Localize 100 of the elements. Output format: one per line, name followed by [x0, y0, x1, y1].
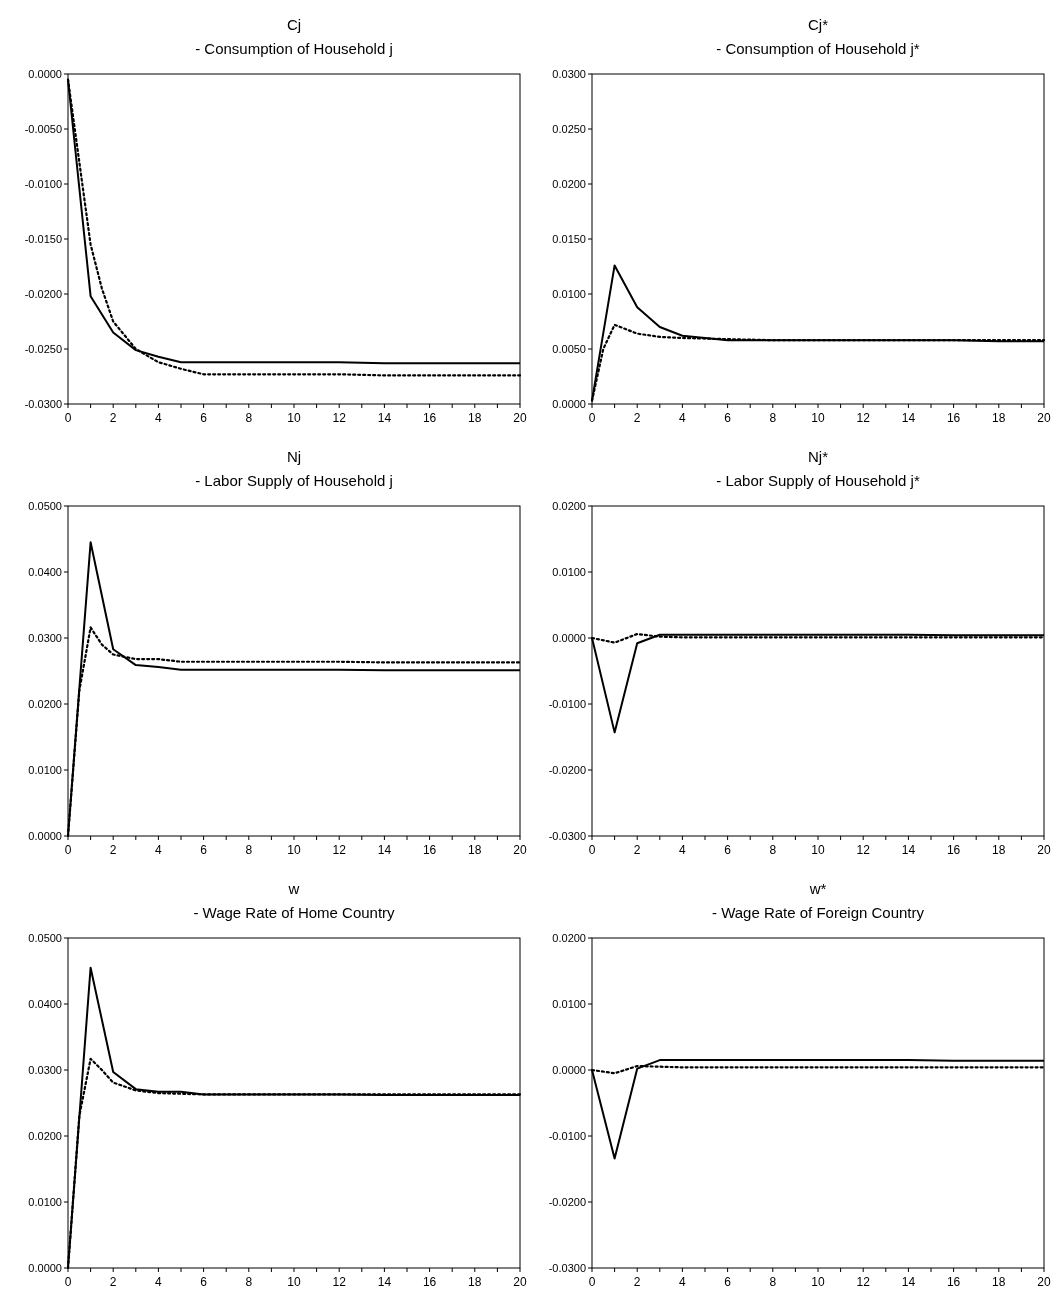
x-tick-label: 16 — [946, 1275, 961, 1289]
x-tick-label: 10 — [287, 411, 301, 425]
x-tick-label: 4 — [155, 843, 163, 857]
y-tick-label: 0.0250 — [552, 122, 586, 135]
y-tick-label: 0.0400 — [28, 997, 62, 1010]
x-tick-label: 10 — [811, 1275, 825, 1289]
y-tick-label: 0.0000 — [552, 1063, 586, 1076]
x-tick-label: 0 — [588, 1275, 596, 1289]
x-tick-label: 14 — [901, 411, 916, 425]
x-tick-label: 0 — [64, 843, 72, 857]
x-tick-label: 4 — [679, 1275, 687, 1289]
x-tick-label: 16 — [946, 411, 961, 425]
x-tick-label: 6 — [200, 843, 208, 857]
y-tick-label: 0.0200 — [552, 499, 586, 512]
y-tick-label: 0.0100 — [28, 1195, 62, 1208]
y-tick-label: 0.0000 — [28, 1261, 62, 1274]
y-tick-label: -0.0300 — [548, 1261, 586, 1274]
chart-title: w — [287, 880, 300, 897]
chart-subtitle: - Wage Rate of Foreign Country — [711, 904, 925, 921]
x-tick-label: 2 — [633, 843, 641, 857]
x-tick-label: 14 — [377, 843, 392, 857]
x-tick-label: 18 — [468, 843, 482, 857]
y-tick-label: 0.0100 — [552, 565, 586, 578]
x-tick-label: 12 — [332, 1275, 347, 1289]
x-tick-label: 2 — [633, 411, 641, 425]
chart-subtitle: - Consumption of Household j* — [716, 40, 920, 57]
y-tick-label: -0.0150 — [24, 232, 62, 245]
y-tick-label: 0.0200 — [28, 1129, 62, 1142]
x-tick-label: 14 — [901, 843, 916, 857]
y-tick-label: 0.0300 — [28, 631, 62, 644]
x-tick-label: 0 — [588, 411, 596, 425]
chart-subtitle: - Consumption of Household j — [195, 40, 393, 57]
x-tick-label: 2 — [109, 411, 117, 425]
chart-title: Nj* — [807, 448, 829, 465]
x-tick-label: 14 — [377, 1275, 392, 1289]
x-tick-label: 2 — [109, 843, 117, 857]
x-tick-label: 18 — [992, 411, 1006, 425]
x-tick-label: 6 — [200, 411, 208, 425]
x-tick-label: 20 — [1037, 843, 1051, 857]
x-tick-label: 20 — [1037, 1275, 1051, 1289]
x-tick-label: 10 — [287, 843, 301, 857]
x-tick-label: 6 — [200, 1275, 208, 1289]
x-tick-label: 4 — [155, 1275, 163, 1289]
chart-title: Nj — [286, 448, 302, 465]
x-tick-label: 20 — [1037, 411, 1051, 425]
x-tick-label: 10 — [811, 843, 825, 857]
x-tick-label: 14 — [901, 1275, 916, 1289]
y-tick-label: -0.0050 — [24, 122, 62, 135]
chart-title: Cj — [286, 16, 302, 33]
x-tick-label: 2 — [109, 1275, 117, 1289]
y-tick-label: 0.0100 — [28, 763, 62, 776]
x-tick-label: 12 — [856, 1275, 871, 1289]
y-tick-label: 0.0300 — [552, 67, 586, 80]
y-tick-label: 0.0200 — [28, 697, 62, 710]
x-tick-label: 12 — [856, 843, 871, 857]
y-tick-label: -0.0100 — [24, 177, 62, 190]
y-tick-label: 0.0000 — [28, 67, 62, 80]
x-tick-label: 6 — [724, 1275, 732, 1289]
x-tick-label: 6 — [724, 411, 732, 425]
y-tick-label: 0.0000 — [28, 829, 62, 842]
y-tick-label: 0.0000 — [552, 397, 586, 410]
x-tick-label: 0 — [588, 843, 596, 857]
x-tick-label: 16 — [422, 411, 437, 425]
x-tick-label: 8 — [769, 411, 777, 425]
x-tick-label: 8 — [769, 1275, 777, 1289]
x-tick-label: 0 — [64, 1275, 72, 1289]
x-tick-label: 18 — [468, 1275, 482, 1289]
y-tick-label: -0.0100 — [548, 697, 586, 710]
x-tick-label: 12 — [332, 843, 347, 857]
y-tick-label: 0.0150 — [552, 232, 586, 245]
y-tick-label: -0.0200 — [548, 1195, 586, 1208]
y-tick-label: 0.0300 — [28, 1063, 62, 1076]
x-tick-label: 8 — [769, 843, 777, 857]
x-tick-label: 14 — [377, 411, 392, 425]
y-tick-label: 0.0400 — [28, 565, 62, 578]
x-tick-label: 20 — [513, 411, 527, 425]
x-tick-label: 4 — [679, 411, 687, 425]
x-tick-label: 12 — [856, 411, 871, 425]
y-tick-label: 0.0000 — [552, 631, 586, 644]
y-tick-label: 0.0100 — [552, 997, 586, 1010]
chart-subtitle: - Labor Supply of Household j — [195, 472, 393, 489]
x-tick-label: 18 — [992, 1275, 1006, 1289]
x-tick-label: 8 — [245, 411, 253, 425]
x-tick-label: 10 — [811, 411, 825, 425]
y-tick-label: 0.0200 — [552, 177, 586, 190]
y-tick-label: 0.0500 — [28, 499, 62, 512]
chart-subtitle: - Wage Rate of Home Country — [193, 904, 396, 921]
x-tick-label: 8 — [245, 1275, 253, 1289]
chart-subtitle: - Labor Supply of Household j* — [716, 472, 920, 489]
y-tick-label: 0.0050 — [552, 342, 586, 355]
x-tick-label: 0 — [64, 411, 72, 425]
y-tick-label: -0.0300 — [548, 829, 586, 842]
x-tick-label: 18 — [468, 411, 482, 425]
x-tick-label: 12 — [332, 411, 347, 425]
y-tick-label: -0.0250 — [24, 342, 62, 355]
y-tick-label: -0.0200 — [548, 763, 586, 776]
x-tick-label: 18 — [992, 843, 1006, 857]
x-tick-label: 4 — [679, 843, 687, 857]
x-tick-label: 10 — [287, 1275, 301, 1289]
x-tick-label: 2 — [633, 1275, 641, 1289]
